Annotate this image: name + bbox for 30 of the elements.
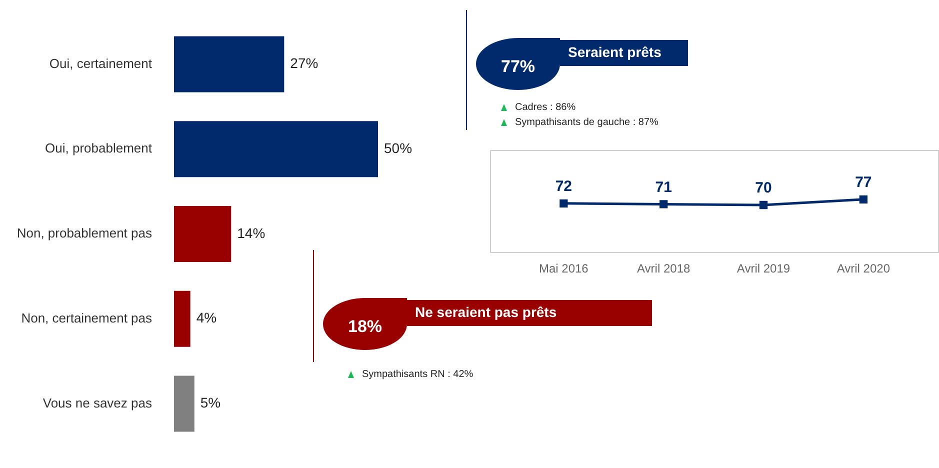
x-tick-label: Avril 2019 (736, 262, 790, 276)
data-label: 50% (384, 140, 412, 156)
y-tick-label: Non, certainement pas (21, 310, 152, 326)
data-label: 77 (855, 174, 872, 192)
x-tick-label: Avril 2018 (637, 262, 690, 276)
text: Sympathisants de gauche : 87% (515, 117, 658, 128)
bar (174, 206, 232, 262)
text: Seraient prêts (560, 40, 688, 66)
data-label: 27% (290, 55, 318, 72)
data-label: 72 (555, 178, 572, 196)
text: Ne seraient pas prêts (407, 300, 652, 326)
annotation: Sympathisants RN : 42% (362, 369, 474, 380)
data-label: 77% (476, 38, 560, 90)
bar (174, 376, 194, 432)
data-label: 14% (237, 224, 266, 241)
bar (174, 121, 378, 178)
x-tick-label: Avril 2020 (836, 262, 890, 276)
text: Cadres : 86% (515, 102, 576, 113)
x-tick-label: Mai 2016 (538, 262, 589, 276)
bar (174, 36, 284, 92)
data-label: 5% (200, 394, 221, 411)
data-label: 70 (755, 180, 772, 197)
y-tick-label: Non, probablement pas (16, 226, 152, 241)
y-tick-label: Oui, probablement (45, 140, 152, 156)
data-label: 18% (323, 298, 407, 350)
bar (174, 290, 190, 347)
data-label: 71 (655, 178, 672, 196)
y-tick-label: Vous ne savez pas (42, 395, 152, 410)
y-tick-label: Oui, certainement (49, 56, 152, 71)
data-label: 4% (196, 310, 217, 326)
